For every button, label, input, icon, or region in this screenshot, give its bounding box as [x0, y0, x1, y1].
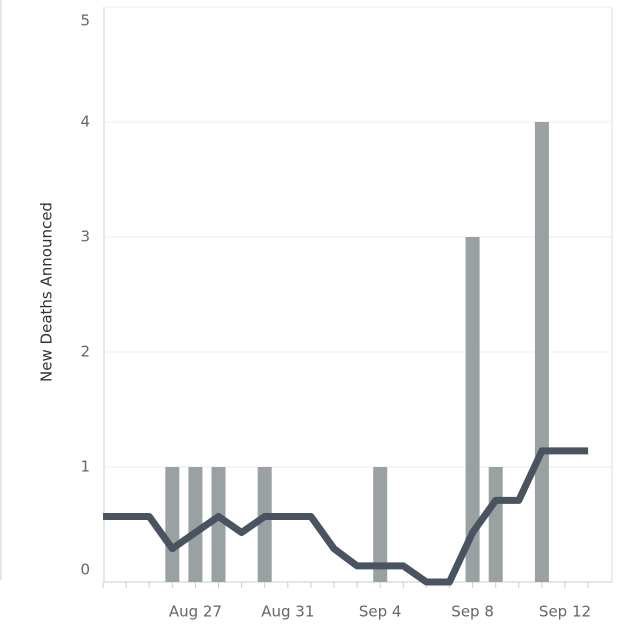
- line: [103, 447, 589, 586]
- y-axis-label: New Deaths Announced: [38, 202, 56, 382]
- bar: [465, 237, 480, 582]
- y-tick-label: 4: [80, 113, 90, 131]
- bar: [488, 467, 503, 582]
- y-tick-label: 1: [80, 458, 90, 476]
- y-tick-label: 3: [80, 228, 90, 246]
- bar: [373, 467, 388, 582]
- y-tick-label: 2: [80, 343, 90, 361]
- bar: [257, 467, 272, 582]
- x-tick-label: Sep 8: [451, 603, 494, 621]
- y-tick-label: 5: [80, 12, 90, 30]
- bar: [165, 467, 180, 582]
- x-tick-label: Aug 27: [169, 603, 222, 621]
- bar: [188, 467, 203, 582]
- x-tick-label: Sep 12: [539, 603, 591, 621]
- x-tick-label: Aug 31: [261, 603, 314, 621]
- y-tick-label: 0: [80, 561, 90, 579]
- bar: [211, 467, 226, 582]
- x-tick-label: Sep 4: [359, 603, 402, 621]
- bar: [534, 122, 549, 582]
